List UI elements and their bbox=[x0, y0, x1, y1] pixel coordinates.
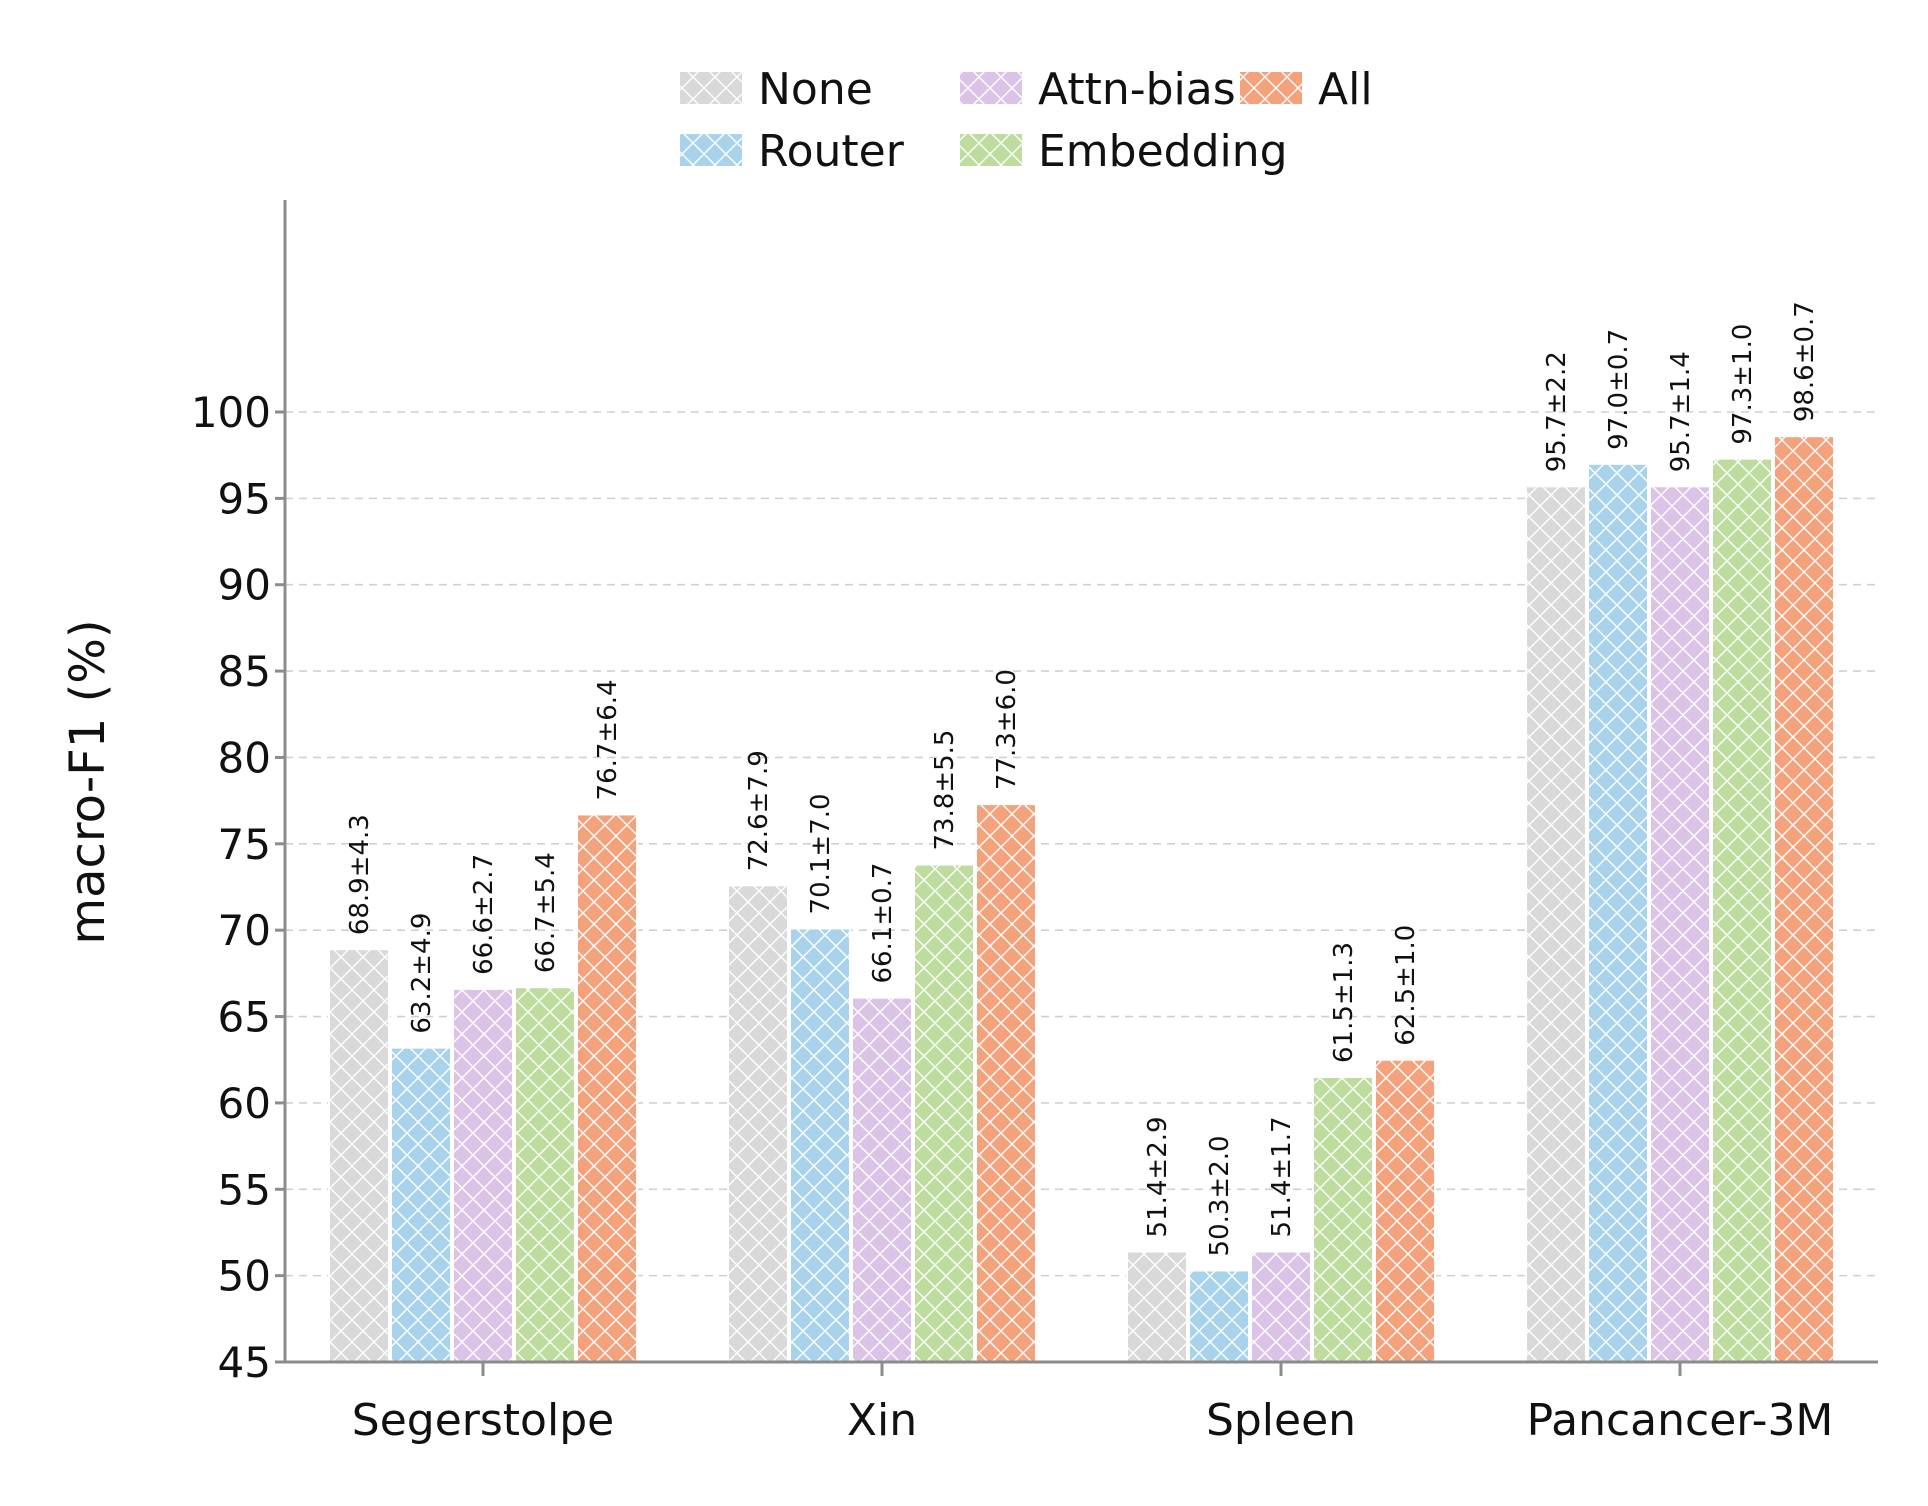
bar-value-label: 61.5±1.3 bbox=[1329, 942, 1359, 1063]
y-tick-label: 60 bbox=[218, 1079, 271, 1128]
x-tick-label: Spleen bbox=[1206, 1395, 1356, 1446]
bar-value-label: 66.6±2.7 bbox=[469, 854, 499, 975]
bar-value-label: 77.3±6.0 bbox=[992, 669, 1022, 790]
bar-hatch bbox=[1650, 486, 1710, 1363]
bar-hatch bbox=[1189, 1270, 1249, 1362]
bar-hatch bbox=[391, 1047, 451, 1362]
bars bbox=[328, 435, 1835, 1364]
bar-value-label: 51.4±1.7 bbox=[1267, 1116, 1297, 1237]
bar-hatch bbox=[1712, 458, 1772, 1362]
x-tick-label: Segerstolpe bbox=[352, 1395, 614, 1446]
bar-hatch bbox=[1127, 1251, 1187, 1362]
y-tick-label: 50 bbox=[218, 1252, 271, 1301]
legend-label: All bbox=[1318, 64, 1373, 115]
y-axis-ticks: 45 50 55 60 65 70 75 80 85 90 95 100 bbox=[191, 388, 285, 1387]
y-tick-label: 90 bbox=[218, 561, 271, 610]
bar-hatch bbox=[1251, 1251, 1311, 1362]
y-tick-label: 85 bbox=[218, 647, 271, 696]
bar-hatch bbox=[790, 928, 850, 1362]
legend-swatch-hatch bbox=[960, 134, 1022, 166]
x-tick-label: Pancancer-3M bbox=[1527, 1395, 1834, 1446]
bar-value-label: 97.0±0.7 bbox=[1604, 329, 1634, 450]
y-tick-label: 70 bbox=[218, 906, 271, 955]
y-tick-label: 55 bbox=[218, 1165, 271, 1214]
y-tick-label: 65 bbox=[218, 993, 271, 1042]
bar-hatch bbox=[329, 949, 389, 1362]
legend-swatch-hatch bbox=[680, 134, 742, 166]
bar-value-label: 68.9±4.3 bbox=[345, 814, 375, 935]
bar-value-label: 62.5±1.0 bbox=[1391, 925, 1421, 1046]
bar-hatch bbox=[577, 814, 637, 1362]
legend-label: Embedding bbox=[1038, 126, 1288, 177]
legend: None Router Attn-bias Embedding All bbox=[680, 64, 1373, 177]
bar-value-label: 50.3±2.0 bbox=[1205, 1135, 1235, 1256]
bar-value-label: 97.3±1.0 bbox=[1728, 324, 1758, 445]
bar-value-label: 76.7±6.4 bbox=[593, 679, 623, 800]
axes bbox=[283, 200, 1878, 1364]
legend-label: Router bbox=[758, 126, 905, 177]
legend-swatch-hatch bbox=[960, 72, 1022, 104]
bar-hatch bbox=[1774, 436, 1834, 1362]
bar-hatch bbox=[914, 864, 974, 1362]
y-tick-label: 75 bbox=[218, 820, 271, 869]
bar-hatch bbox=[515, 987, 575, 1362]
bar-value-label: 95.7±2.2 bbox=[1542, 351, 1572, 472]
legend-swatch-hatch bbox=[1240, 72, 1302, 104]
y-tick-label: 95 bbox=[218, 474, 271, 523]
bar-hatch bbox=[1526, 486, 1586, 1363]
legend-label: None bbox=[758, 64, 873, 115]
legend-swatch-hatch bbox=[680, 72, 742, 104]
y-tick-label: 45 bbox=[218, 1338, 271, 1387]
bar-value-label: 70.1±7.0 bbox=[806, 793, 836, 914]
bar-value-label: 98.6±0.7 bbox=[1790, 301, 1820, 422]
y-tick-label: 80 bbox=[218, 733, 271, 782]
bar-hatch bbox=[1313, 1077, 1373, 1362]
y-tick-label: 100 bbox=[191, 388, 271, 437]
bar-hatch bbox=[852, 997, 912, 1362]
bar-labels: 68.9±4.3 63.2±4.9 66.6±2.7 66.7±5.4 76.7±6.4… bbox=[345, 301, 1820, 1256]
bar-value-label: 66.7±5.4 bbox=[531, 852, 561, 973]
bar-hatch bbox=[728, 885, 788, 1362]
bar-value-label: 51.4±2.9 bbox=[1143, 1116, 1173, 1237]
x-axis-ticks: Segerstolpe Xin Spleen Pancancer-3M bbox=[352, 1362, 1834, 1446]
bar-value-label: 63.2±4.9 bbox=[407, 913, 437, 1034]
bar-value-label: 66.1±0.7 bbox=[868, 863, 898, 984]
bar-value-label: 72.6±7.9 bbox=[744, 750, 774, 871]
bar-hatch bbox=[976, 804, 1036, 1362]
bar-hatch bbox=[1588, 463, 1648, 1362]
bar-hatch bbox=[1375, 1059, 1435, 1362]
bar-hatch bbox=[453, 988, 513, 1362]
bar-value-label: 95.7±1.4 bbox=[1666, 351, 1696, 472]
bar-value-label: 73.8±5.5 bbox=[930, 730, 960, 851]
legend-label: Attn-bias bbox=[1038, 64, 1236, 115]
y-axis-label: macro-F1 (%) bbox=[60, 619, 116, 944]
x-tick-label: Xin bbox=[847, 1395, 917, 1446]
